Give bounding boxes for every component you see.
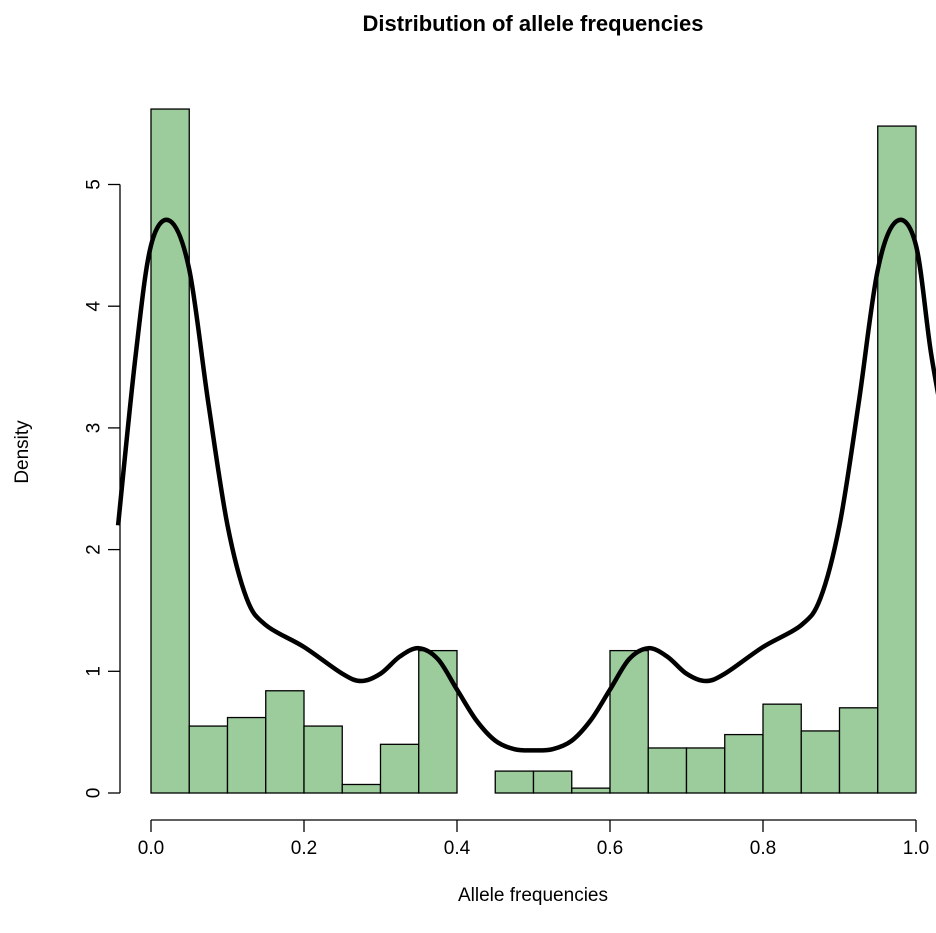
histogram-bar-9 <box>494 770 535 794</box>
y-tick-label: 0 <box>84 788 105 799</box>
histogram-bar-1 <box>188 725 229 794</box>
histogram-bar-12 <box>609 649 649 794</box>
histogram-bar-7 <box>418 649 458 794</box>
histogram-bar-14 <box>685 747 726 794</box>
histogram-bar-0 <box>150 108 190 794</box>
histogram-bar-2 <box>226 716 267 794</box>
x-axis: 0.0 0.2 0.4 0.6 0.8 1.0 <box>138 819 929 859</box>
histogram-bar-6 <box>379 743 420 794</box>
chart-title: Distribution of allele frequencies <box>362 11 703 36</box>
y-tick-label: 4 <box>84 300 105 311</box>
x-tick-label: 0.0 <box>138 838 164 859</box>
histogram-bar-11 <box>571 787 611 794</box>
x-tick-label: 0.4 <box>444 838 471 859</box>
y-tick-label: 5 <box>84 179 105 190</box>
x-tick-label: 0.6 <box>597 838 623 859</box>
y-tick-label: 3 <box>84 423 105 434</box>
histogram-bar-10 <box>532 770 573 794</box>
histogram-bar-4 <box>303 725 343 794</box>
histogram-bar-15 <box>724 733 764 794</box>
histogram-bar-17 <box>800 730 841 794</box>
y-axis: 0 1 2 3 4 5 <box>84 179 121 798</box>
x-tick-label: 1.0 <box>903 838 929 859</box>
density-curve <box>115 217 936 753</box>
histogram-bar-16 <box>762 703 802 794</box>
y-tick-label: 2 <box>84 544 105 555</box>
x-tick-label: 0.2 <box>291 838 317 859</box>
y-tick-label: 1 <box>84 666 105 677</box>
histogram-bar-3 <box>265 690 305 794</box>
histogram-bars <box>150 108 917 794</box>
y-axis-label: Density <box>12 420 33 484</box>
x-axis-label: Allele frequencies <box>458 885 608 906</box>
histogram-bar-5 <box>341 783 382 794</box>
histogram-bar-18 <box>838 707 879 794</box>
x-tick-label: 0.8 <box>750 838 776 859</box>
histogram-bar-13 <box>647 747 688 794</box>
histogram-bar-19 <box>877 125 917 794</box>
